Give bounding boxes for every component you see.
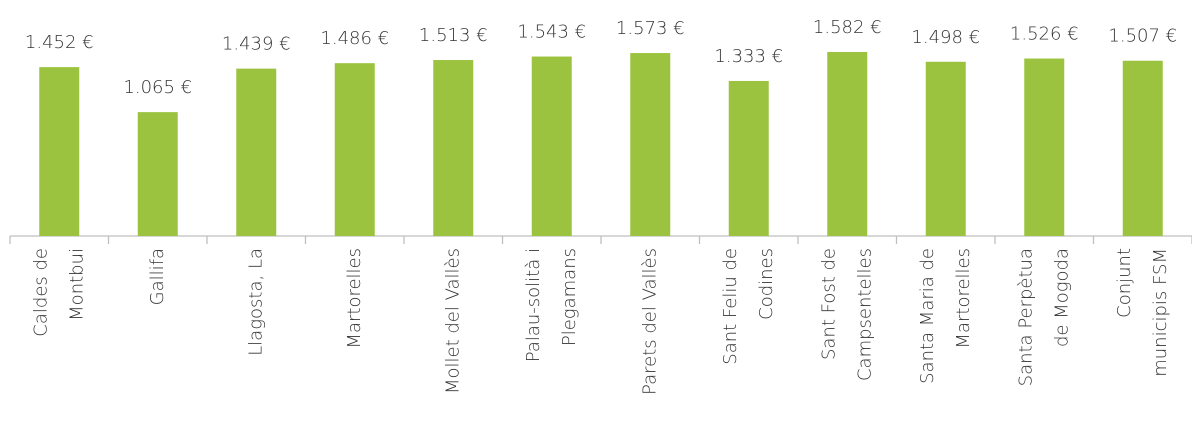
x-tick-label-line: Santa Maria de — [917, 248, 938, 384]
data-label: 1.498 € — [911, 27, 980, 48]
x-tick-label-line: Campsentelles — [854, 248, 875, 381]
x-tick-label-line: Plegamans — [559, 248, 580, 346]
data-label: 1.582 € — [813, 17, 882, 38]
data-label: 1.065 € — [123, 77, 192, 98]
x-tick-label-line: Caldes de — [30, 248, 51, 337]
x-tick-label: Mollet del Vallès — [442, 248, 463, 394]
x-tick-label-line: Montbui — [66, 248, 87, 321]
x-tick-label: Palau-solità i Plegamans — [523, 248, 580, 362]
data-label: 1.543 € — [517, 22, 586, 43]
bar — [531, 56, 572, 237]
x-tick-label: Gallifa — [147, 248, 168, 305]
x-tick-label-line: municipis FSM — [1150, 248, 1171, 377]
data-label: 1.526 € — [1010, 24, 1079, 45]
x-tick-label-line: Gallifa — [147, 248, 168, 305]
bar — [334, 63, 375, 236]
bar — [827, 52, 868, 236]
bar — [39, 67, 80, 236]
data-label: 1.452 € — [25, 32, 94, 53]
x-tick-label: Conjunt municipis FSM — [1114, 248, 1171, 377]
data-label: 1.513 € — [419, 25, 488, 46]
bar — [433, 60, 474, 236]
data-label: 1.573 € — [616, 18, 685, 39]
x-tick-label-line: Santa Perpètua — [1015, 248, 1036, 386]
x-tick-label-line: Mollet del Vallès — [442, 248, 463, 394]
x-tick-label: Sant Feliu de Codines — [720, 248, 777, 365]
x-tick-label-line: Sant Fost de — [818, 248, 839, 360]
bar — [137, 112, 178, 236]
x-tick-label-line: Martorelles — [344, 248, 365, 349]
x-tick-label: Parets del Vallès — [639, 248, 660, 395]
x-tick-label-line: Sant Feliu de — [720, 248, 741, 365]
x-tick-label-line: Parets del Vallès — [639, 248, 660, 395]
data-label: 1.439 € — [222, 34, 291, 55]
x-tick-label: Santa Perpètua de Mogoda — [1015, 248, 1072, 386]
data-label: 1.486 € — [320, 28, 389, 49]
bar — [925, 61, 966, 236]
data-label: 1.507 € — [1108, 26, 1177, 47]
x-tick-label: Santa Maria de Martorelles — [917, 248, 974, 384]
bar — [1122, 60, 1163, 236]
x-tick-label: Martorelles — [344, 248, 365, 349]
bar — [1024, 58, 1065, 236]
x-tick-label-line: Conjunt — [1114, 248, 1135, 318]
bar — [630, 53, 671, 236]
x-tick-label: Caldes de Montbui — [30, 248, 87, 337]
x-tick-label-line: Codines — [756, 248, 777, 320]
bar — [236, 68, 277, 236]
x-tick-label: Llagosta, La — [245, 248, 266, 356]
x-tick-label-line: Palau-solità i — [523, 248, 544, 362]
x-tick-label-line: Martorelles — [953, 248, 974, 349]
data-label: 1.333 € — [714, 46, 783, 67]
x-tick-label: Sant Fost de Campsentelles — [818, 248, 875, 381]
bar — [728, 80, 769, 236]
x-tick-label-line: de Mogoda — [1051, 248, 1072, 347]
x-tick-label-line: Llagosta, La — [245, 248, 266, 356]
